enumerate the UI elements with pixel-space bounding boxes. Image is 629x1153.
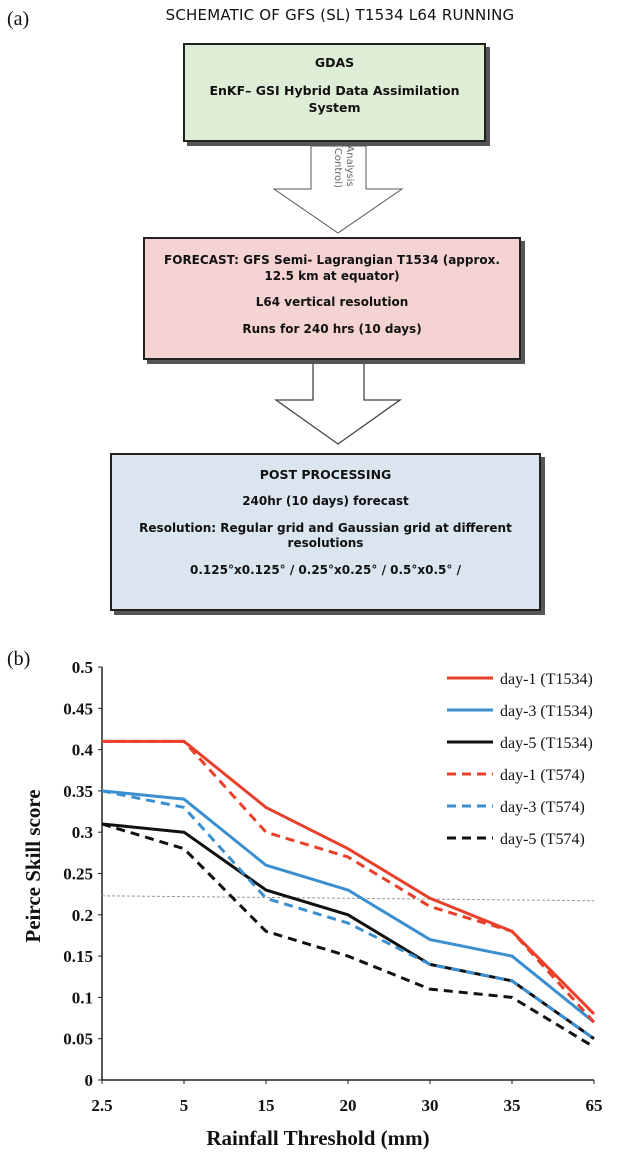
arrow-label-analysis: Analysis <box>344 145 355 186</box>
forecast-box: FORECAST: GFS Semi- Lagrangian T1534 (ap… <box>143 237 521 360</box>
x-tick-label: 65 <box>586 1096 603 1115</box>
reference-line <box>101 895 595 902</box>
panel-b-label: (b) <box>7 648 31 670</box>
post-line-1: 240hr (10 days) forecast <box>242 494 409 509</box>
post-line-3: resolutions <box>287 536 364 551</box>
post-processing-box: POST PROCESSING 240hr (10 days) forecast… <box>110 453 541 611</box>
x-axis-label: Rainfall Threshold (mm) <box>206 1126 429 1150</box>
resolution-b: 0.25°x0.25° <box>298 563 378 578</box>
forecast-line-2: 12.5 km at equator) <box>264 268 400 283</box>
legend-label: day-1 (T1534) <box>500 671 593 688</box>
x-tick-label: 20 <box>340 1096 357 1115</box>
legend-label: day-5 (T574) <box>500 831 585 848</box>
x-tick-label: 2.5 <box>91 1096 112 1115</box>
forecast-line-4: Runs for 240 hrs (10 days) <box>242 321 422 336</box>
y-tick-label: 0.3 <box>72 823 93 842</box>
y-tick-label: 0.1 <box>72 988 93 1007</box>
x-tick-label: 5 <box>180 1096 189 1115</box>
gdas-line-1: EnKF– GSI Hybrid Data Assimilation <box>209 82 460 98</box>
arrow-label-control: (Control) <box>332 144 343 188</box>
y-tick-label: 0.4 <box>72 741 94 760</box>
y-tick-label: 0.5 <box>72 658 93 677</box>
gdas-heading: GDAS <box>314 55 355 70</box>
panel-a-label: (a) <box>7 8 30 30</box>
series-line-6 <box>101 822 595 1049</box>
y-tick-label: 0.25 <box>63 865 93 884</box>
resolution-c: 0.5°x0.5° <box>390 563 453 578</box>
y-tick-label: 0.05 <box>63 1030 93 1049</box>
skill-score-chart: 0 0.05 0.1 0.15 0.2 0.25 0.3 0.35 0.4 0.45 0.5 2.5 5… <box>21 658 603 1150</box>
legend-label: day-1 (T574) <box>500 767 585 784</box>
analysis-arrow <box>272 145 404 234</box>
post-heading: POST PROCESSING <box>259 467 392 482</box>
forecast-line-1: FORECAST: GFS Semi- Lagrangian T1534 (ap… <box>164 253 500 267</box>
forecast-to-post-arrow <box>273 360 403 445</box>
post-line-2: Resolution: Regular grid and Gaussian gr… <box>139 520 512 535</box>
y-tick-label: 0.15 <box>63 947 93 966</box>
resolution-a: 0.125°x0.125° <box>190 563 286 578</box>
legend-label: day-3 (T1534) <box>500 703 593 720</box>
x-tick-label: 15 <box>258 1096 275 1115</box>
gdas-box: GDAS EnKF– GSI Hybrid Data Assimilation … <box>183 43 486 142</box>
y-tick-label: 0 <box>85 1071 94 1090</box>
series-line-2 <box>101 789 595 1024</box>
y-tick-label: 0.2 <box>72 906 93 925</box>
y-axis-label: Peirce Skill score <box>21 789 45 942</box>
series-line-5 <box>101 789 595 1040</box>
legend-label: day-3 (T574) <box>500 799 585 816</box>
flow-arrows: Analysis (Control) <box>272 144 404 445</box>
schematic-title: SCHEMATIC OF GFS (SL) T1534 L64 RUNNING <box>165 6 515 24</box>
post-resolutions: 0.125°x0.125° / 0.25°x0.25° / 0.5°x0.5° … <box>190 563 461 578</box>
x-tick-label: 30 <box>422 1096 439 1115</box>
forecast-line-3: L64 vertical resolution <box>255 295 409 310</box>
gdas-line-2: System <box>308 99 361 115</box>
legend-label: day-5 (T1534) <box>500 735 593 752</box>
x-tick-label: 35 <box>504 1096 521 1115</box>
series-line-4 <box>102 739 596 1024</box>
y-tick-label: 0.35 <box>63 782 93 801</box>
y-tick-label: 0.45 <box>63 699 93 718</box>
